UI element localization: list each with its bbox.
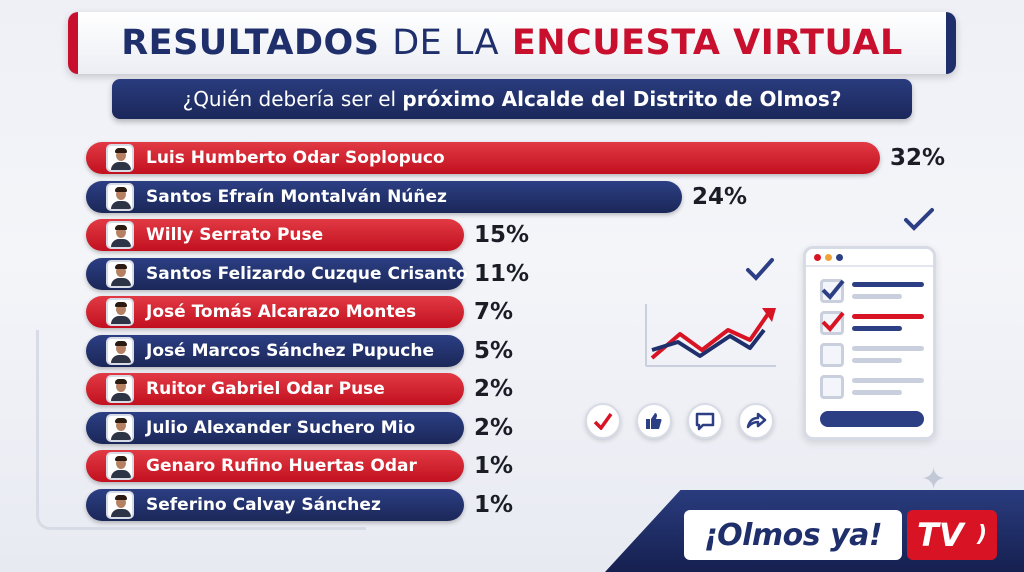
checklist-card-icon <box>803 246 936 440</box>
value-label: 15% <box>474 222 530 248</box>
candidate-avatar <box>106 375 134 403</box>
title-part-2: DE LA <box>392 23 500 63</box>
logo-tv-badge: TV ) <box>907 510 997 560</box>
share-icon <box>738 403 774 439</box>
candidate-name: Seferino Calvay Sánchez <box>146 494 381 515</box>
candidate-name: Julio Alexander Suchero Mio <box>146 417 416 438</box>
candidate-avatar <box>106 144 134 172</box>
candidate-name: José Tomás Alcarazo Montes <box>146 302 417 322</box>
check-icon <box>585 403 621 439</box>
title-part-3: ENCUESTA VIRTUAL <box>511 23 903 63</box>
candidate-name: Genaro Rufino Huertas Odar <box>146 456 417 476</box>
bar <box>86 142 880 174</box>
candidate-avatar <box>106 490 134 519</box>
checkbox-icon <box>820 343 844 367</box>
candidate-avatar <box>106 221 134 249</box>
title-banner: RESULTADOS DE LA ENCUESTA VIRTUAL <box>68 12 956 74</box>
check-icon <box>746 258 774 281</box>
bar <box>86 180 682 213</box>
title-part-1: RESULTADOS <box>121 23 380 63</box>
subtitle-banner: ¿Quién debería ser el próximo Alcalde de… <box>112 79 912 119</box>
card-header <box>806 249 933 267</box>
value-label: 1% <box>474 491 514 518</box>
candidate-avatar <box>106 182 134 211</box>
value-label: 5% <box>474 337 514 364</box>
value-label: 2% <box>474 376 514 402</box>
bar <box>86 334 464 367</box>
value-label: 1% <box>474 453 514 479</box>
candidate-avatar <box>106 298 134 326</box>
decorative-frame <box>36 330 366 530</box>
value-label: 32% <box>890 145 946 171</box>
logo-text: ¡Olmos ya! <box>703 517 883 553</box>
bar <box>86 450 464 482</box>
checkbox-icon <box>820 375 844 399</box>
candidate-avatar <box>106 413 134 442</box>
bar <box>86 219 464 251</box>
candidate-avatar <box>106 336 134 365</box>
value-label: 11% <box>474 260 530 287</box>
bar <box>86 373 464 405</box>
value-label: 2% <box>474 414 514 441</box>
candidate-name: Ruitor Gabriel Odar Puse <box>146 379 385 399</box>
candidate-name: Luis Humberto Odar Soplopuco <box>146 148 445 168</box>
broadcast-icon: ) <box>977 522 988 547</box>
page-title: RESULTADOS DE LA ENCUESTA VIRTUAL <box>121 23 903 63</box>
subtitle-part-2: próximo Alcalde del Distrito de Olmos? <box>402 87 842 111</box>
trend-chart-icon <box>645 304 776 367</box>
check-icon <box>904 208 934 231</box>
logo-tv-text: TV <box>917 516 964 554</box>
bar <box>86 488 464 521</box>
candidate-name: Willy Serrato Puse <box>146 225 324 245</box>
value-label: 24% <box>692 183 748 210</box>
candidate-name: Santos Efraín Montalván Núñez <box>146 186 447 207</box>
candidate-name: José Marcos Sánchez Pupuche <box>146 340 435 361</box>
bar <box>86 411 464 444</box>
candidate-avatar <box>106 259 134 288</box>
card-button-icon <box>820 411 924 427</box>
checkbox-icon <box>820 311 845 335</box>
bar <box>86 296 464 328</box>
candidate-name: Santos Felizardo Cuzque Crisanto <box>146 263 468 284</box>
comment-icon <box>687 403 723 439</box>
subtitle-part-1: ¿Quién debería ser el <box>182 87 403 111</box>
checkbox-icon <box>820 279 845 303</box>
like-icon <box>636 403 672 439</box>
candidate-avatar <box>106 452 134 480</box>
bar <box>86 257 464 290</box>
brand-logo: ¡Olmos ya! <box>684 510 902 560</box>
value-label: 7% <box>474 299 514 325</box>
